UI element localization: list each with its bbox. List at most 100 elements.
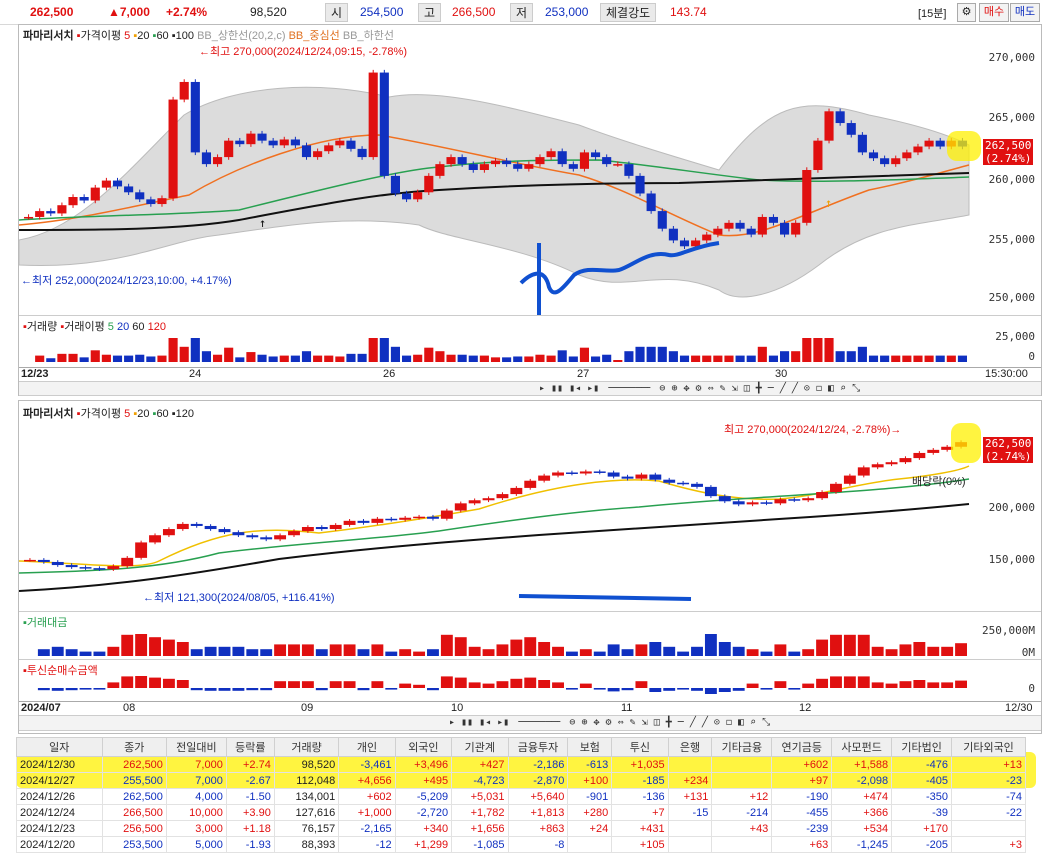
stock-name-2[interactable]: 파마리서치	[23, 408, 74, 420]
table-header-cell[interactable]: 전일대비	[165, 737, 227, 757]
price-tag-value-2: 262,500	[985, 437, 1032, 450]
volume-bar	[93, 688, 106, 690]
table-cell: 98,520	[273, 756, 340, 773]
table-cell: +43	[711, 820, 773, 837]
table-header-cell[interactable]: 기타금융	[711, 737, 773, 757]
table-header-cell[interactable]: 투신	[611, 737, 669, 757]
bb-upper-label: BB_상한선(20,2,c)	[197, 30, 286, 42]
inst-tick: 0	[1028, 682, 1035, 695]
volume-bar	[677, 688, 690, 690]
yaxis-tick: 265,000	[988, 111, 1035, 124]
volume-bar	[846, 351, 856, 362]
table-header-cell[interactable]: 은행	[667, 737, 713, 757]
candle	[502, 160, 512, 165]
chart2-scroll-toolbar[interactable]: ▸ ▮▮ ▮◂ ▸▮ ╶──────╴ ⊖ ⊕ ✥ ⚙ ⇔ ✎ ⇲ ◫ ╋ ─ …	[19, 715, 1041, 731]
candle	[235, 140, 245, 145]
sell-button[interactable]: 매도	[1010, 3, 1040, 22]
table-row[interactable]: 2024/12/23 256,500 3,000 +1.18 76,157 -2,165 +…	[16, 820, 1026, 837]
volume-bar	[510, 678, 523, 688]
candle	[301, 145, 312, 158]
daily-chart-panel[interactable]: 파마리서치 ▪가격이평 5 ▪20 ▪60 ▪120 최고 270,000(20…	[18, 400, 1042, 734]
candle	[301, 527, 314, 532]
low-note: ←최저 252,000(2024/12/23,10:00, +4.17%)	[21, 275, 232, 287]
table-header-cell[interactable]: 등락률	[225, 737, 275, 757]
volume-bar	[457, 354, 467, 362]
table-cell: 10,000	[165, 804, 227, 821]
stock-name[interactable]: 파마리서치	[23, 30, 74, 42]
intraday-chart-panel[interactable]: ↑ ↑ 파마리서치 ▪가격이평 5 ▪20 ▪60 ▪100 BB_상한선(20…	[18, 24, 1042, 396]
volume-bar	[538, 642, 551, 656]
volume-bar	[510, 639, 523, 656]
table-header-cell[interactable]: 개인	[338, 737, 396, 757]
volume-bar	[51, 688, 64, 691]
volume-bar	[162, 678, 175, 688]
candle	[268, 140, 278, 146]
table-row[interactable]: 2024/12/30 262,500 7,000 +2.74 98,520 -3,461 +…	[16, 756, 1026, 773]
table-header-cell[interactable]: 기타외국인	[951, 737, 1026, 757]
table-header-cell[interactable]: 기관계	[451, 737, 509, 757]
candle	[602, 157, 612, 165]
candle	[816, 492, 829, 499]
volume-bar	[390, 346, 400, 362]
table-cell: -4,723	[451, 772, 509, 789]
volume-bar	[868, 355, 879, 362]
candle	[624, 164, 634, 176]
scroll-control-icon-2[interactable]: ▸ ▮▮ ▮◂ ▸▮ ╶──────╴ ⊖ ⊕ ✥ ⚙ ⇔ ✎ ⇲ ◫ ╋ ─ …	[449, 717, 771, 728]
volume-bar	[621, 688, 634, 691]
table-row[interactable]: 2024/12/26 262,500 4,000 -1.50 134,001 +602 -5…	[16, 788, 1026, 805]
candle	[718, 496, 731, 502]
table-header-cell[interactable]: 거래량	[273, 737, 340, 757]
candle	[691, 240, 701, 247]
volume-bar	[830, 676, 842, 688]
table-cell: +105	[611, 836, 669, 853]
inst-label-text: 투신순매수금액	[26, 665, 98, 677]
table-header-cell[interactable]: 사모펀드	[831, 737, 893, 757]
volume-bar	[718, 642, 731, 656]
table-cell: +5,031	[451, 788, 509, 805]
volume-bar	[830, 634, 842, 656]
scroll-control-icon[interactable]: ▸ ▮▮ ▮◂ ▸▮ ╶──────╴ ⊖ ⊕ ✥ ⚙ ⇔ ✎ ⇲ ◫ ╋ ─ …	[539, 383, 861, 394]
quote-header: 262,500 ▲7,000 +2.74% 98,520 시 254,500 고…	[0, 0, 1042, 25]
table-header-cell[interactable]: 종가	[101, 737, 167, 757]
table-header-cell[interactable]: 금융투자	[507, 737, 569, 757]
table-cell: +534	[831, 820, 893, 837]
table-header-cell[interactable]: 기타법인	[891, 737, 953, 757]
candle	[732, 501, 745, 505]
price-tag-value: 262,500	[985, 139, 1032, 152]
volume-bars	[35, 338, 967, 362]
table-cell: -2,870	[507, 772, 569, 789]
candle	[924, 140, 934, 147]
volume-bar	[149, 637, 161, 656]
table-header-cell[interactable]: 연기금등	[771, 737, 833, 757]
buy-button[interactable]: 매수	[979, 3, 1009, 22]
candle	[593, 471, 606, 473]
candle	[454, 503, 467, 511]
candle	[324, 145, 334, 152]
inst-label: ▪투신순매수금액	[23, 665, 98, 677]
table-header-cell[interactable]: 일자	[16, 737, 103, 757]
table-row[interactable]: 2024/12/27 255,500 7,000 -2.67 112,048 +4,656…	[16, 772, 1026, 789]
table-cell: +602	[771, 756, 833, 773]
table-row[interactable]: 2024/12/24 266,500 10,000 +3.90 127,616 +1,00…	[16, 804, 1026, 821]
settings-gear-icon[interactable]: ⚙	[957, 3, 976, 22]
table-cell	[667, 820, 713, 837]
bb-mid-label: BB_중심선	[288, 30, 340, 42]
interval-selector[interactable]: [15분]	[918, 8, 947, 20]
table-cell: 76,157	[273, 820, 340, 837]
volume-bar	[677, 651, 690, 656]
table-header-cell[interactable]: 보험	[567, 737, 613, 757]
table-row[interactable]: 2024/12/20 253,500 5,000 -1.93 88,393 -12 +1,2…	[16, 836, 1026, 853]
table-header-cell[interactable]: 외국인	[394, 737, 453, 757]
volume-bar	[657, 346, 667, 362]
turnover-tick: 250,000M	[982, 624, 1035, 637]
candle	[121, 557, 134, 567]
volume-bar	[213, 354, 223, 362]
daily-price-chart	[19, 440, 970, 601]
chart1-scroll-toolbar[interactable]: ▸ ▮▮ ▮◂ ▸▮ ╶──────╴ ⊖ ⊕ ✥ ⚙ ⇔ ✎ ⇲ ◫ ╋ ─ …	[19, 381, 1041, 396]
volume-bar	[179, 346, 189, 362]
volume-bar	[482, 649, 495, 656]
table-cell: -1,085	[451, 836, 509, 853]
table-cell: -2,098	[831, 772, 893, 789]
table-cell: 88,393	[273, 836, 340, 853]
volume-bar	[579, 683, 592, 688]
